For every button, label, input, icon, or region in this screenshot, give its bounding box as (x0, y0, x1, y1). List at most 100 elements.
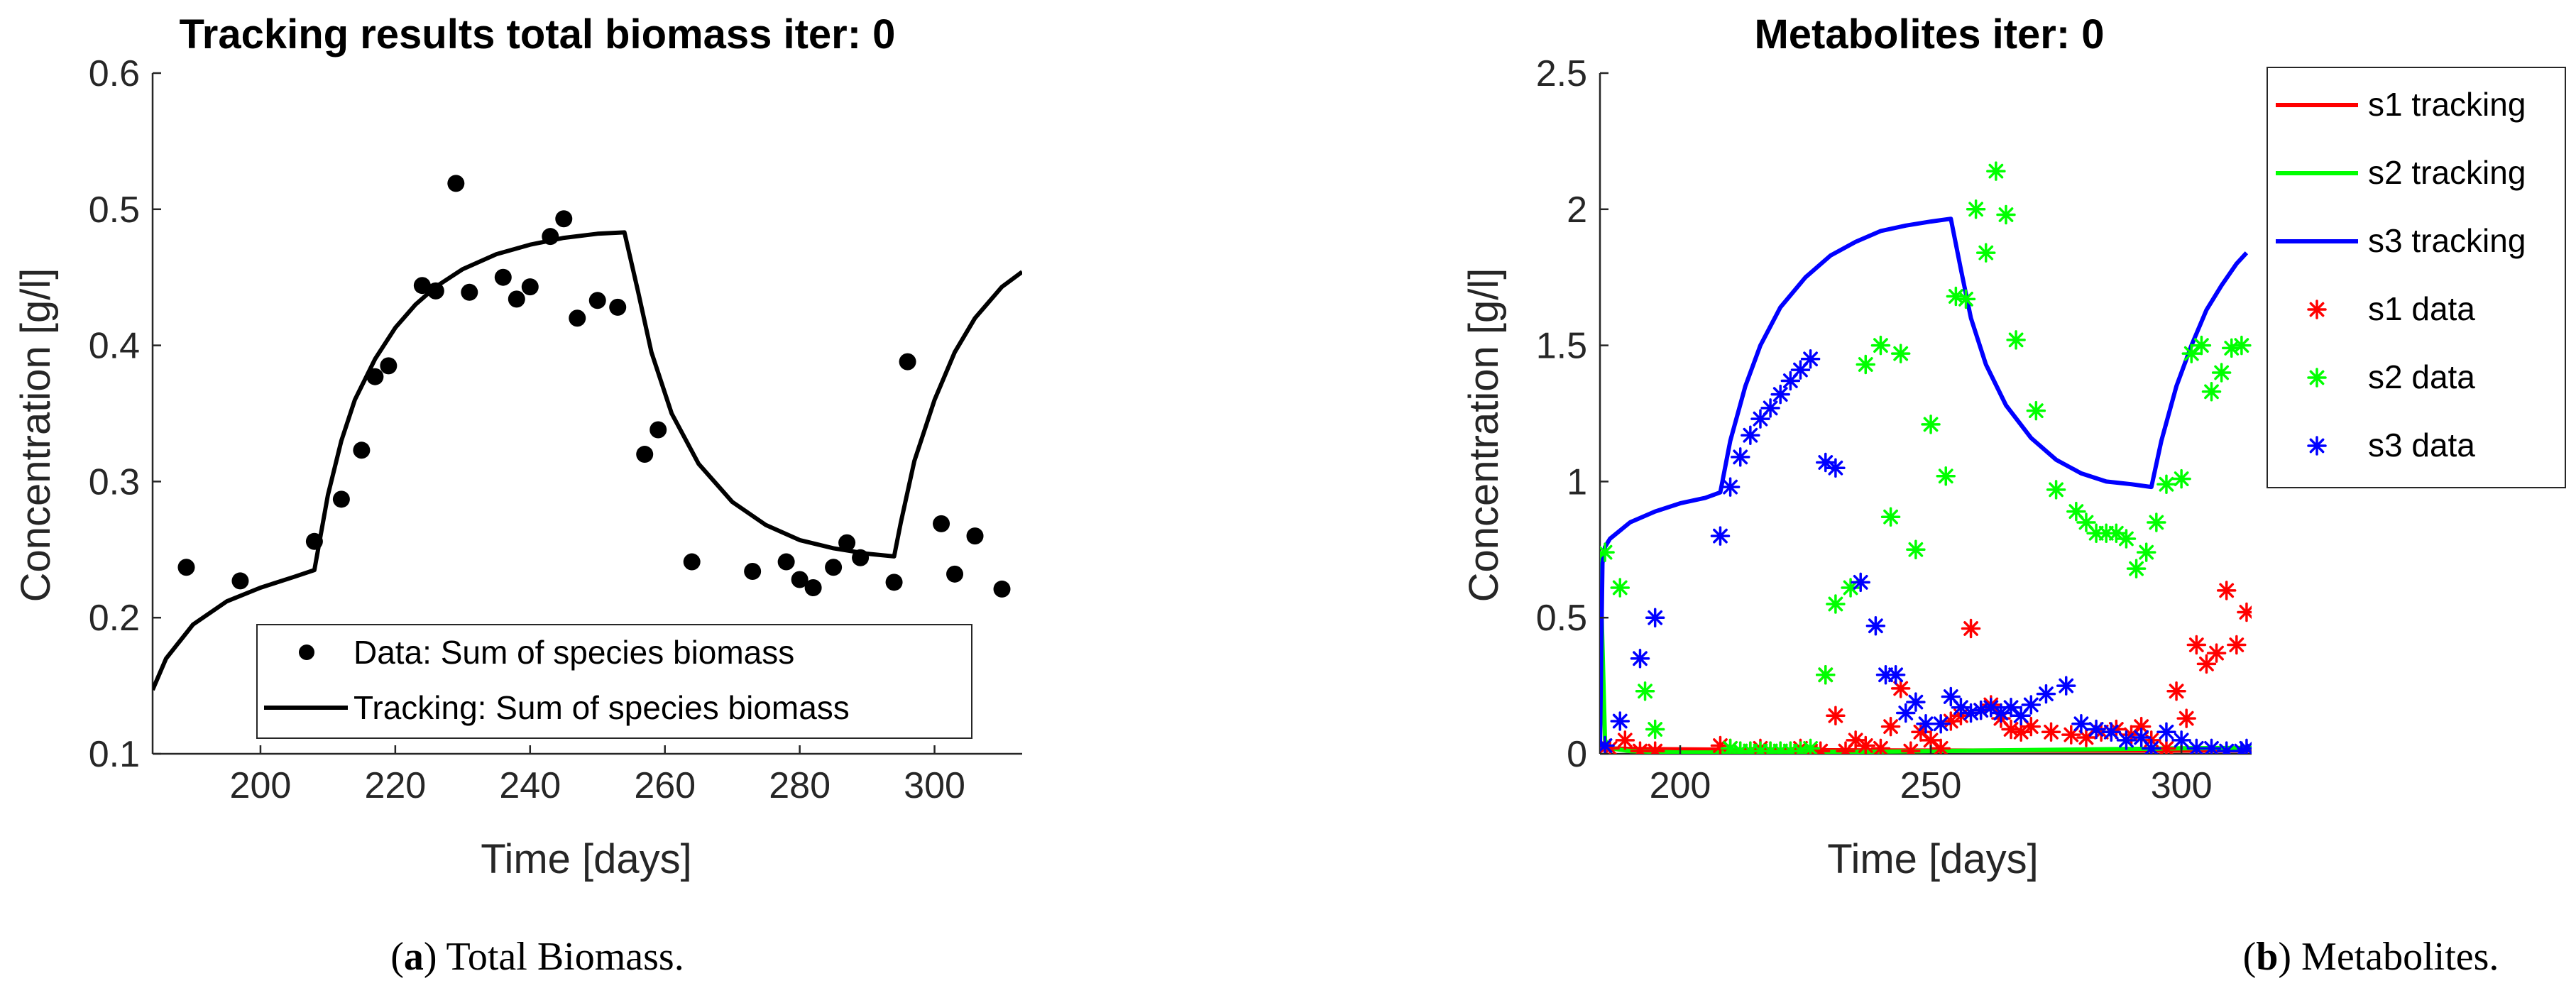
chart-b-series-4-point (1931, 738, 1951, 754)
chart-b-series-4-point (1645, 741, 1665, 754)
chart-a-series-1-point (885, 574, 903, 591)
chart-b-legend-asterisk-marker (2307, 436, 2327, 456)
chart-a-x-tick-label: 260 (634, 765, 696, 806)
chart-a-series-1-point (804, 579, 822, 597)
chart-b-series-6-point (2071, 714, 2091, 734)
chart-b-series-5-point (1996, 204, 2016, 225)
chart-b-series-6-point (2156, 722, 2176, 742)
chart-b-series-5-point (1826, 594, 1846, 614)
chart-b-series-5-point (2191, 335, 2212, 356)
chart-b-series-6-point (1720, 477, 1741, 497)
chart-b-series-6-point (1800, 349, 1821, 369)
chart-b-series-6-point (2036, 684, 2056, 704)
chart-a-y-ticks: 0.1 0.2 0.3 0.4 0.5 0.6 (89, 53, 161, 775)
chart-a-legend: Data: Sum of species biomass Tracking: S… (256, 624, 972, 739)
chart-b-series-5-point (2126, 559, 2147, 578)
metabolites-chart: Metabolites iter: 0 200 250 300 0 0.5 1 1.5 2 2… (1461, 11, 2566, 979)
chart-a-x-tick-label: 220 (364, 765, 426, 806)
chart-b-series-6-point (1610, 711, 1630, 731)
chart-a-series-1-point (461, 283, 478, 301)
chart-a-series-1-point (494, 268, 512, 286)
chart-a-series-1-point (332, 490, 350, 508)
chart-b-y-tick-label: 1 (1567, 461, 1587, 503)
chart-a-x-label: Time [days] (481, 836, 692, 882)
chart-a-y-tick-label: 0.1 (89, 734, 140, 775)
chart-a-series-1-point (521, 278, 539, 296)
chart-a-legend-box (256, 624, 972, 739)
chart-b-series-6-point (2201, 738, 2222, 754)
chart-b-series-5-point (1966, 199, 1986, 219)
chart-b-series-5-point (1921, 415, 1941, 434)
chart-b-series-5-point (1906, 539, 1926, 560)
chart-b-series-6-point (1741, 425, 1760, 445)
chart-b-x-tick-label: 250 (1900, 765, 1962, 806)
chart-b-series-5-point (2026, 400, 2046, 421)
chart-b-series-5-point (1841, 578, 1860, 598)
chart-b-series-6-point (1770, 384, 1790, 405)
chart-a-series-1-point (636, 446, 654, 463)
chart-b-series-5-point (2116, 529, 2137, 549)
chart-a-series-1-point (231, 572, 249, 590)
caption-a-label: a (404, 935, 424, 979)
chart-a-series-1-point (791, 571, 809, 588)
chart-a-series-1-point (609, 298, 627, 316)
chart-a-legend-entry-tracking: Tracking: Sum of species biomass (353, 689, 850, 726)
chart-b-series-4-point (2186, 635, 2207, 655)
chart-b-series-6-point (1851, 572, 1870, 593)
chart-a-series-1-point (555, 210, 573, 228)
chart-b-series-4-point (1890, 679, 1911, 698)
chart-b-series-5-point (1610, 578, 1630, 598)
chart-b-legend-entry-4: s1 data (2368, 290, 2475, 327)
chart-a-series-1-point (744, 562, 762, 580)
chart-b-series-5-point (1635, 681, 1655, 701)
chart-b-series-4-point (2206, 643, 2227, 663)
chart-b-series-5-point (2147, 512, 2166, 532)
chart-b-series-6-point (2142, 738, 2161, 754)
chart-a-series-1-point (899, 353, 916, 371)
chart-b-series-5-point (1856, 354, 1876, 375)
chart-b-series-5-point (1600, 542, 1615, 562)
chart-b-series-4-point (1961, 618, 1981, 639)
chart-a-series-1-point (838, 534, 856, 552)
chart-b-series-5-point (2156, 474, 2176, 494)
chart-b-series-4-point (2237, 602, 2252, 622)
chart-a-y-tick-label: 0.2 (89, 598, 140, 639)
chart-b-series-5-point (1870, 335, 1891, 356)
chart-b-series-5-point (2006, 330, 2026, 350)
chart-b-series-4-point (2041, 722, 2061, 742)
chart-a-x-tick-label: 300 (904, 765, 965, 806)
chart-b-y-tick-label: 0.5 (1536, 598, 1587, 639)
chart-a-x-tick-label: 240 (499, 765, 561, 806)
chart-a-x-tick-label: 200 (230, 765, 292, 806)
chart-b-plot-area (1599, 73, 2252, 755)
chart-b-series-5-point (2171, 468, 2191, 489)
chart-b-legend-entry-1: s1 tracking (2368, 86, 2526, 123)
chart-b-y-tick-label: 1.5 (1536, 326, 1587, 367)
chart-b-series-6-point (2056, 676, 2076, 696)
chart-b-x-tick-label: 200 (1650, 765, 1711, 806)
chart-b-x-ticks: 200 250 300 (1650, 745, 2213, 806)
chart-a-series-1-point (683, 553, 701, 571)
chart-a-series-1-point (825, 559, 843, 576)
chart-b-y-label: Concentration [g/l] (1461, 268, 1507, 603)
chart-b-series-5-point (1975, 243, 1996, 263)
chart-b-series-4-point (1856, 735, 1876, 754)
chart-b-series-5-point (2201, 382, 2222, 402)
caption-a: (a) Total Biomass. (390, 935, 684, 979)
chart-a-series-1-point (777, 553, 795, 571)
chart-b-series-5-point (2181, 344, 2202, 363)
chart-b-series-5-point (1890, 344, 1911, 363)
chart-b-series-4-point (2021, 716, 2041, 737)
chart-b-series-5-point (1880, 507, 1901, 527)
chart-b-x-tick-label: 300 (2151, 765, 2213, 806)
chart-b-series-5-point (1645, 719, 1665, 740)
chart-b-series-6-points (1600, 349, 2252, 754)
chart-a-series-1-point (993, 580, 1011, 598)
chart-b-series-5-point (2096, 523, 2116, 544)
chart-b-series-6-point (1630, 648, 1650, 669)
chart-b-legend-entry-3: s3 tracking (2368, 222, 2526, 259)
chart-b-series-5-point (1956, 289, 1976, 309)
chart-a-series-1-point (588, 292, 606, 309)
chart-b-series-4-point (1826, 706, 1846, 726)
chart-a-series-1-point (413, 277, 431, 295)
